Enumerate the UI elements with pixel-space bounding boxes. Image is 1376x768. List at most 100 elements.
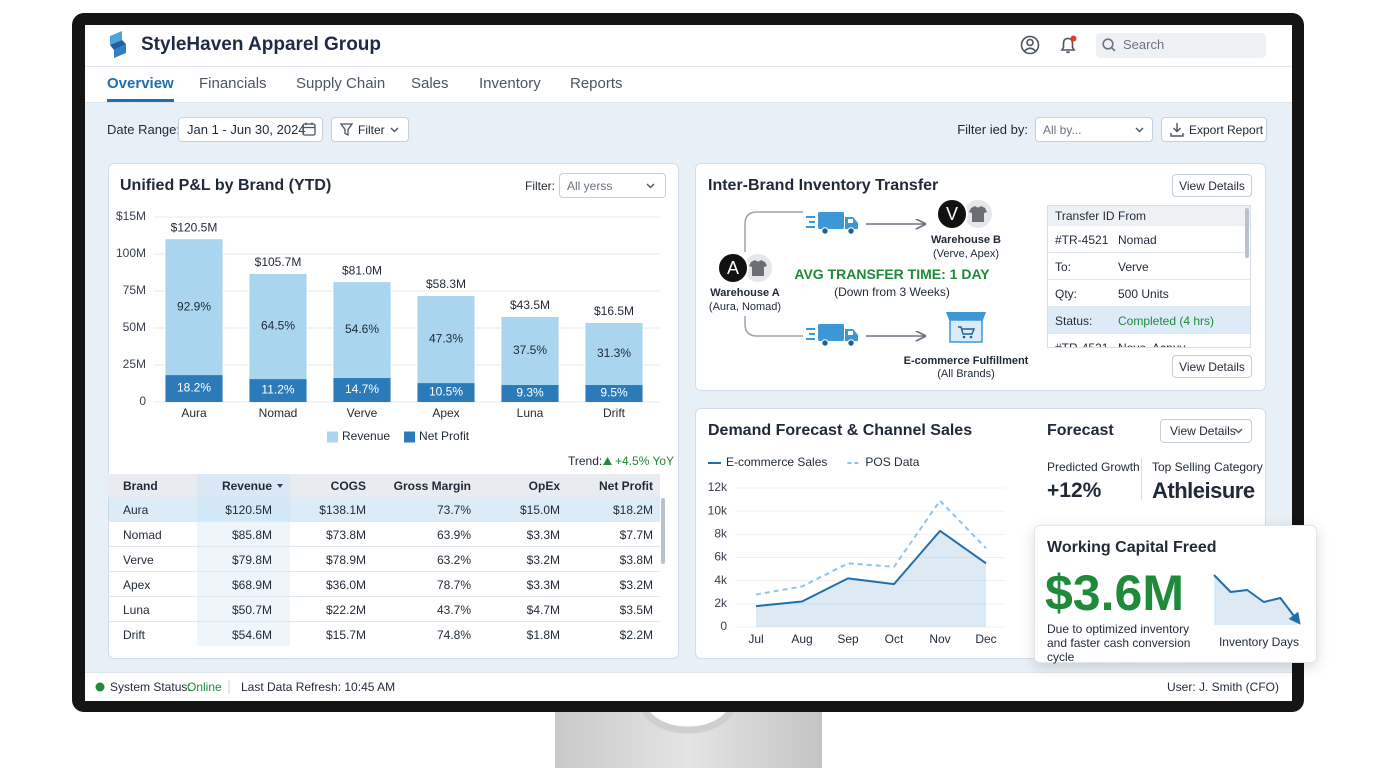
trend-value: +4.5% YoY (615, 454, 675, 468)
table-cell: $36.0M (325, 577, 366, 592)
table-cell: Nomad (1118, 232, 1157, 247)
wc-description: Due to optimized inventory and faster ca… (1047, 622, 1191, 664)
row-line (108, 521, 660, 522)
working-capital-card (1034, 525, 1317, 663)
transfer-headline: AVG TRANSFER TIME: 1 DAY (794, 266, 990, 282)
forecast-panel-title: Forecast (1047, 422, 1114, 439)
table-cell: $54.6M (231, 627, 272, 642)
table-cell: $50.7M (231, 602, 272, 617)
nav-item[interactable]: Inventory (479, 75, 541, 92)
date-range-value: Jan 1 - Jun 30, 2024 (187, 122, 306, 137)
column-header: Net Profit (599, 478, 653, 493)
view-details-label: View Details (1179, 179, 1245, 193)
table-cell: Apex (123, 577, 151, 592)
category-label: Top Selling Category (1152, 460, 1263, 474)
nav-item[interactable]: Overview (107, 75, 174, 92)
nav-item[interactable]: Reports (570, 75, 623, 92)
table-cell: $85.8M (231, 527, 272, 542)
sparkline (1213, 574, 1301, 625)
table-cell: 43.7% (436, 602, 471, 617)
table-cell: $2.2M (619, 627, 653, 642)
view-details-button[interactable] (1172, 355, 1252, 378)
scrollbar[interactable] (1245, 208, 1249, 258)
table-cell: $15.7M (325, 627, 366, 642)
search-placeholder: Search (1123, 37, 1165, 52)
pnl-filter-value: All yerss (567, 179, 613, 193)
filter-by-label: Filter ied by: (957, 122, 1028, 137)
table-cell: $138.1M (319, 502, 366, 517)
row-line (1048, 279, 1250, 280)
table-cell: 63.2% (436, 552, 471, 567)
table-cell: $3.2M (526, 552, 560, 567)
table-cell: $120.5M (225, 502, 272, 517)
search-box[interactable] (1096, 33, 1266, 58)
wc-title: Working Capital Freed (1047, 539, 1217, 556)
pnl-table: Aura $120.5M $138.1M 73.7% $15.0M $18.2M Nomad… (108, 474, 660, 646)
column-header: COGS (330, 478, 366, 493)
table-cell: Qty: (1055, 286, 1078, 301)
pnl-filter-label: Filter: (525, 179, 555, 193)
nav-item[interactable]: Financials (199, 75, 267, 92)
view-details-button[interactable] (1172, 174, 1252, 197)
column-header: Transfer ID (1055, 209, 1115, 223)
table-cell: $3.2M (619, 577, 653, 592)
row-line (108, 571, 660, 572)
growth-value: +12% (1047, 479, 1102, 502)
filter-by-select[interactable] (1035, 117, 1153, 142)
column-header: Revenue (221, 478, 272, 493)
table-cell: Aura (123, 502, 149, 517)
filter-by-value: All by... (1043, 123, 1082, 137)
row-line (108, 621, 660, 622)
status-bar (85, 672, 1292, 701)
row-line (108, 596, 660, 597)
export-button[interactable] (1161, 117, 1267, 142)
table-header (108, 474, 660, 497)
table-cell: $3.8M (619, 552, 653, 567)
column-header: OpEx (528, 478, 560, 493)
row-line (108, 546, 660, 547)
table-cell: 73.7% (436, 502, 471, 517)
trend-label: Trend: (568, 454, 603, 468)
table-cell: $3.5M (619, 602, 653, 617)
table-cell: $18.2M (612, 502, 653, 517)
forecast-title: Demand Forecast & Channel Sales (708, 422, 973, 439)
table-cell: $1.8M (526, 627, 560, 642)
table-cell: Nomad (123, 527, 162, 542)
status-state: Online (187, 680, 222, 694)
fulfillment-name: E-commerce Fulfillment (903, 355, 1029, 367)
status-label: System Status: (110, 680, 191, 694)
table-cell: Drift (123, 627, 145, 642)
table-cell: Verve (1118, 259, 1149, 274)
selected-row (108, 497, 660, 522)
table-cell: 74.8% (436, 627, 471, 642)
warehouse-b-brands: (Verve, Apex) (932, 248, 1000, 260)
table-cell: $22.2M (325, 602, 366, 617)
sparkline-title: Inventory Days (1218, 635, 1300, 649)
nav-item[interactable]: Sales (411, 75, 449, 92)
column-header: From (1118, 209, 1146, 223)
sorted-column-header (197, 474, 290, 497)
table-cell: $68.9M (231, 577, 272, 592)
filter-button-label: Filter (358, 123, 385, 137)
row-line (1048, 306, 1250, 307)
scrollbar[interactable] (661, 498, 665, 564)
table-cell: $78.9M (325, 552, 366, 567)
nav-bar (85, 67, 1292, 103)
nav-item[interactable]: Supply Chain (296, 75, 386, 92)
wc-value: $3.6M (1045, 565, 1184, 621)
table-cell: Verve (123, 552, 154, 567)
transfer-subline: (Down from 3 Weeks) (834, 285, 950, 299)
table-cell: 63.9% (436, 527, 471, 542)
brand-name: StyleHaven Apparel Group (141, 34, 382, 55)
fulfillment-brands: (All Brands) (937, 368, 995, 380)
column-header: Brand (123, 478, 158, 493)
growth-label: Predicted Growth (1047, 460, 1140, 474)
date-range-picker[interactable] (178, 117, 323, 142)
view-details-label: View Details (1179, 360, 1245, 374)
warehouse-a-brands: (Aura, Nomad) (708, 301, 782, 313)
nav-underline (107, 99, 174, 102)
highlight-row (1048, 307, 1250, 334)
transfer-title: Inter-Brand Inventory Transfer (708, 177, 939, 194)
divider (1141, 458, 1142, 500)
